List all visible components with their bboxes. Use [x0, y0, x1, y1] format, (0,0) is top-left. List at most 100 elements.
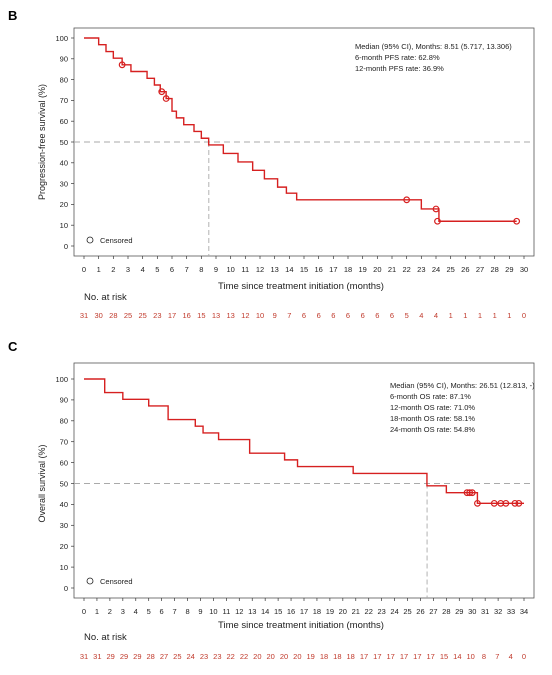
- x-tick-label: 26: [416, 607, 424, 616]
- x-tick-label: 18: [344, 265, 352, 274]
- x-tick-label: 16: [287, 607, 295, 616]
- y-tick-label: 100: [55, 375, 68, 384]
- risk-count: 17: [426, 652, 434, 661]
- x-tick-label: 23: [377, 607, 385, 616]
- censor-point: [466, 489, 474, 497]
- panel-c-censor-marks: [463, 489, 523, 507]
- y-tick-label: 70: [60, 96, 68, 105]
- x-tick-label: 12: [235, 607, 243, 616]
- y-tick-label: 10: [60, 221, 68, 230]
- y-tick-label: 10: [60, 563, 68, 572]
- y-tick-label: 60: [60, 117, 68, 126]
- x-tick-label: 32: [494, 607, 502, 616]
- x-tick-label: 26: [461, 265, 469, 274]
- risk-count: 6: [331, 311, 335, 320]
- x-tick-label: 5: [147, 607, 151, 616]
- panel-c-y-axis-label: Overall survival (%): [37, 444, 47, 522]
- censor-point: [158, 88, 166, 96]
- x-tick-label: 14: [261, 607, 269, 616]
- y-tick-label: 90: [60, 55, 68, 64]
- x-tick-label: 8: [199, 265, 203, 274]
- risk-count: 28: [109, 311, 117, 320]
- x-tick-label: 28: [442, 607, 450, 616]
- censor-point: [513, 217, 521, 225]
- risk-count: 25: [173, 652, 181, 661]
- y-tick-label: 30: [60, 521, 68, 530]
- risk-count: 6: [302, 311, 306, 320]
- risk-count: 19: [306, 652, 314, 661]
- risk-count: 4: [509, 652, 513, 661]
- x-tick-label: 9: [214, 265, 218, 274]
- risk-count: 6: [375, 311, 379, 320]
- x-tick-label: 21: [388, 265, 396, 274]
- x-tick-label: 21: [352, 607, 360, 616]
- y-tick-label: 50: [60, 479, 68, 488]
- x-tick-label: 3: [126, 265, 130, 274]
- risk-count: 6: [390, 311, 394, 320]
- risk-count: 1: [478, 311, 482, 320]
- x-tick-label: 0: [82, 265, 86, 274]
- panel-b-median-guides: [74, 141, 534, 256]
- x-tick-label: 19: [358, 265, 366, 274]
- risk-count: 18: [333, 652, 341, 661]
- x-tick-label: 22: [365, 607, 373, 616]
- risk-count: 18: [346, 652, 354, 661]
- x-tick-label: 8: [185, 607, 189, 616]
- risk-count: 23: [213, 652, 221, 661]
- y-tick-label: 100: [55, 34, 68, 43]
- x-tick-label: 33: [507, 607, 515, 616]
- panel-b-x-axis-label: Time since treatment initiation (months): [218, 281, 384, 292]
- x-tick-label: 25: [403, 607, 411, 616]
- x-tick-label: 12: [256, 265, 264, 274]
- panel-b-curve: [84, 37, 517, 222]
- panel-b-y-axis: 0 10 20 30 40 50 60 70 80 90 100: [55, 34, 74, 251]
- x-tick-label: 6: [170, 265, 174, 274]
- risk-count: 29: [106, 652, 114, 661]
- x-tick-label: 20: [339, 607, 347, 616]
- y-tick-label: 60: [60, 458, 68, 467]
- y-tick-label: 40: [60, 159, 68, 168]
- panel-c-letter: C: [8, 339, 18, 354]
- risk-count: 14: [453, 652, 461, 661]
- risk-count: 25: [124, 311, 132, 320]
- x-tick-label: 30: [520, 265, 528, 274]
- x-tick-label: 25: [446, 265, 454, 274]
- y-tick-label: 50: [60, 138, 68, 147]
- panel-c-annotation-24m: 24-month OS rate: 54.8%: [390, 425, 475, 434]
- y-tick-label: 80: [60, 75, 68, 84]
- risk-count: 6: [346, 311, 350, 320]
- risk-count: 10: [466, 652, 474, 661]
- x-tick-label: 9: [198, 607, 202, 616]
- risk-count: 1: [493, 311, 497, 320]
- risk-count: 4: [434, 311, 438, 320]
- panel-b-censor-marks: [118, 61, 521, 225]
- panel-b-risk-table: 31 30 28 25 25 23 17 16 15 13 13 12 10 9 7 6 6 6 6 6 6 6 5 4 4 1 1…: [80, 311, 526, 320]
- censor-point: [432, 205, 440, 213]
- panel-c-legend: Censored: [86, 577, 133, 586]
- x-tick-label: 13: [270, 265, 278, 274]
- panel-b-letter: B: [8, 8, 17, 23]
- risk-count: 20: [266, 652, 274, 661]
- panel-b-annotation-median: Median (95% CI), Months: 8.51 (5.717, 13…: [355, 42, 512, 51]
- panel-b-risk-title: No. at risk: [84, 292, 127, 303]
- risk-count: 17: [360, 652, 368, 661]
- risk-count: 17: [400, 652, 408, 661]
- y-tick-label: 20: [60, 200, 68, 209]
- y-tick-label: 20: [60, 542, 68, 551]
- risk-count: 18: [320, 652, 328, 661]
- x-tick-label: 20: [373, 265, 381, 274]
- x-tick-label: 17: [329, 265, 337, 274]
- risk-count: 4: [419, 311, 423, 320]
- censor-point: [118, 61, 126, 69]
- x-tick-label: 16: [314, 265, 322, 274]
- risk-count: 8: [482, 652, 486, 661]
- risk-count: 6: [317, 311, 321, 320]
- risk-count: 16: [182, 311, 190, 320]
- risk-count: 7: [495, 652, 499, 661]
- risk-count: 31: [80, 652, 88, 661]
- x-tick-label: 17: [300, 607, 308, 616]
- km-step-line: [84, 378, 524, 505]
- risk-count: 28: [146, 652, 154, 661]
- risk-count: 0: [522, 311, 526, 320]
